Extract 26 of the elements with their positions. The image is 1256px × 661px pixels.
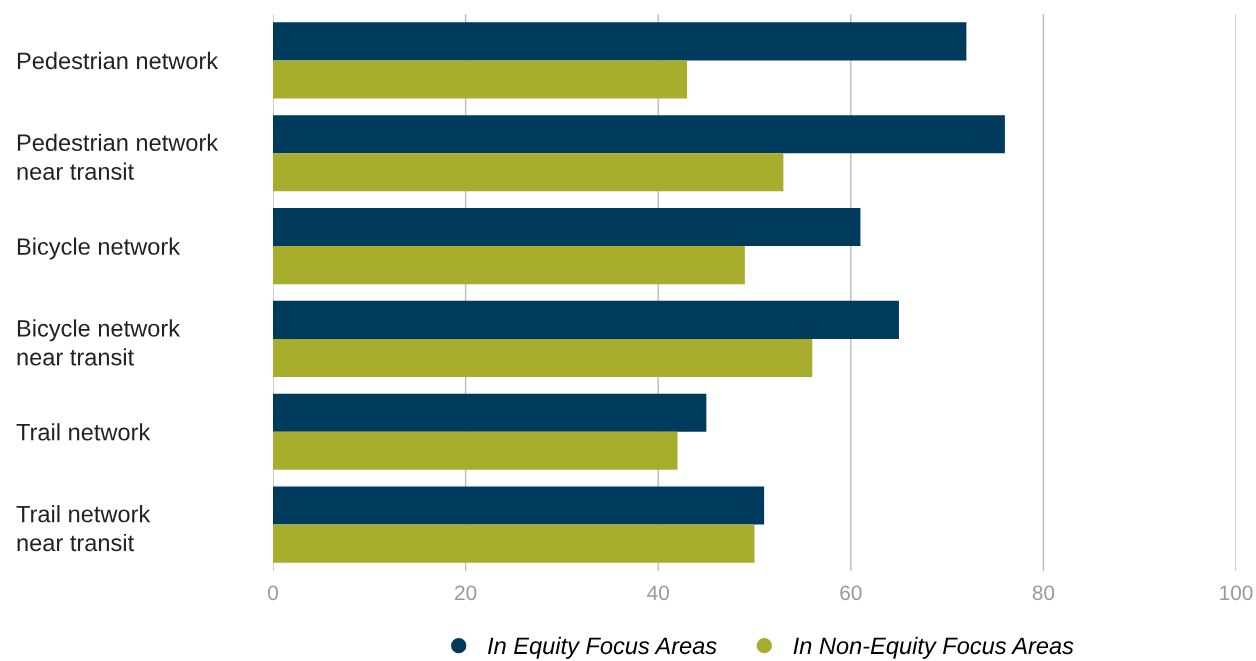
x-tick-label: 100 <box>1220 585 1253 601</box>
y-tick-label: Bicycle network near transit <box>17 319 181 366</box>
y-tick-label: Pedestrian network near transit <box>17 133 219 180</box>
y-tick-label: Trail network near transit <box>16 505 151 552</box>
legend-label: In Non-Equity Focus Areas <box>793 636 1074 659</box>
bar <box>273 153 784 192</box>
x-tick-label: 20 <box>455 585 477 601</box>
x-tick-label: 0 <box>268 585 278 601</box>
bar <box>273 60 688 99</box>
x-tick-label: 40 <box>647 585 669 601</box>
y-tick-label: Pedestrian network <box>17 51 219 70</box>
y-tick-label: Trail network <box>16 423 151 441</box>
bar <box>273 300 899 339</box>
bar <box>273 338 813 377</box>
bar <box>273 115 1005 154</box>
bar <box>273 246 745 285</box>
legend-label: In Equity Focus Areas <box>487 636 717 659</box>
bar <box>273 208 861 247</box>
y-tick-label: Bicycle network <box>17 237 181 260</box>
x-tick-label: 80 <box>1032 585 1055 601</box>
bar <box>273 486 765 525</box>
bar <box>273 22 967 61</box>
x-tick-label: 60 <box>840 585 862 601</box>
bar <box>273 393 707 432</box>
bar <box>273 524 755 563</box>
bar <box>273 431 678 470</box>
